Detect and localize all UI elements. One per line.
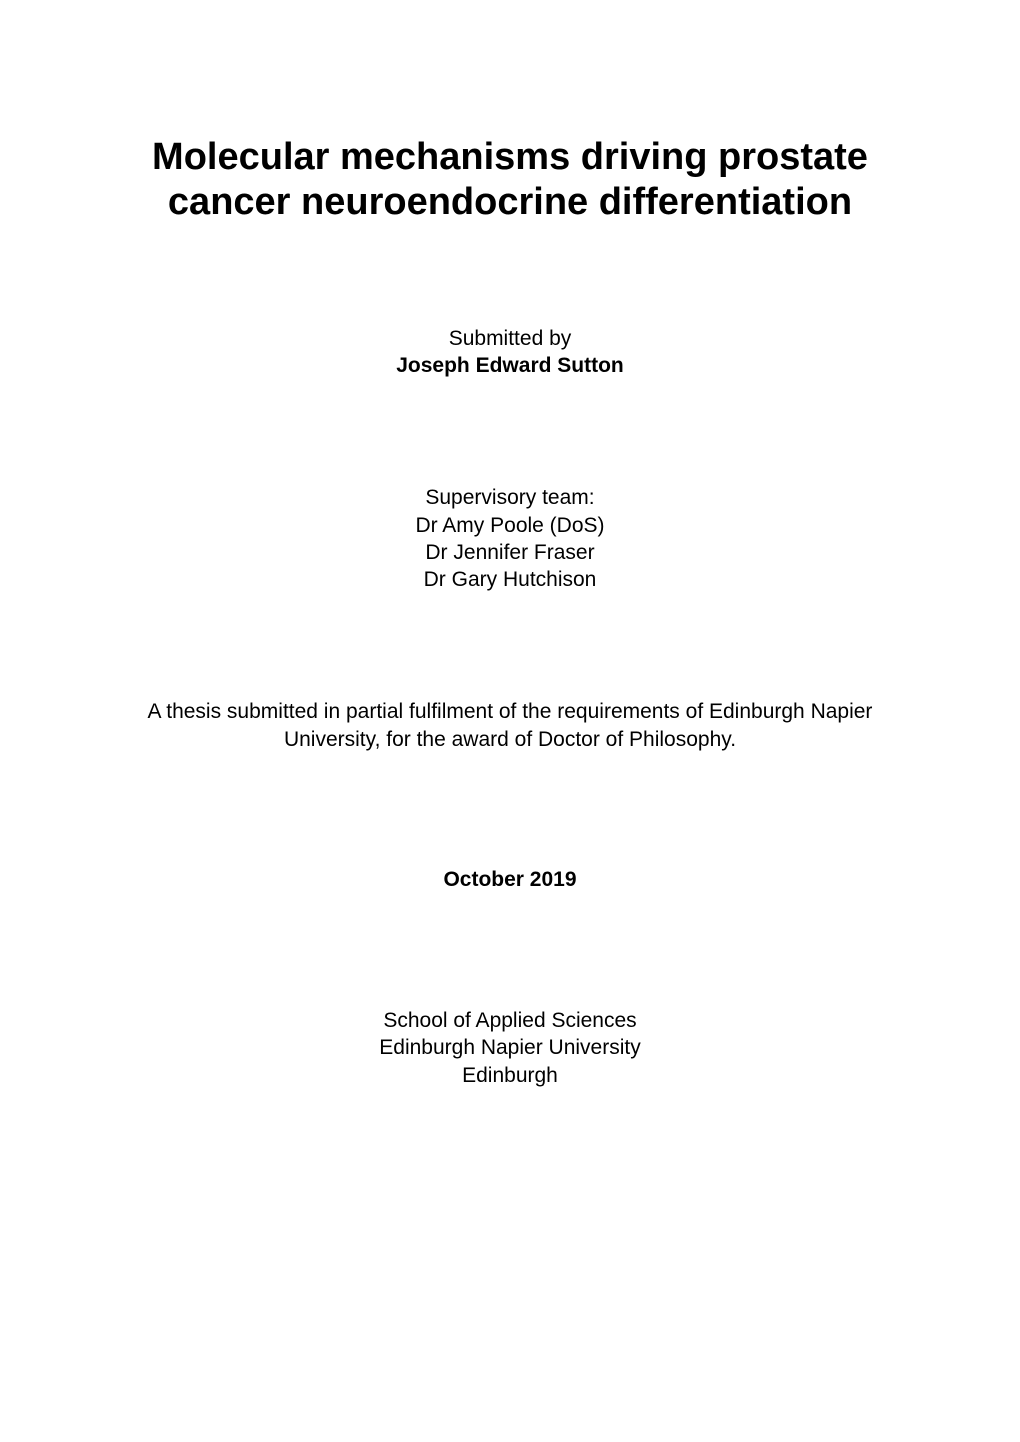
supervisory-block: Supervisory team: Dr Amy Poole (DoS) Dr …	[120, 484, 900, 593]
school-line: School of Applied Sciences	[120, 1007, 900, 1034]
school-line: Edinburgh Napier University	[120, 1034, 900, 1061]
submitted-by-label: Submitted by	[120, 325, 900, 352]
thesis-title-page: Molecular mechanisms driving prostate ca…	[0, 0, 1020, 1442]
school-block: School of Applied Sciences Edinburgh Nap…	[120, 1007, 900, 1089]
supervisor-member: Dr Gary Hutchison	[120, 566, 900, 593]
author-name: Joseph Edward Sutton	[120, 352, 900, 379]
supervisory-label: Supervisory team:	[120, 484, 900, 511]
thesis-title: Molecular mechanisms driving prostate ca…	[120, 135, 900, 225]
school-line: Edinburgh	[120, 1062, 900, 1089]
supervisor-member: Dr Jennifer Fraser	[120, 539, 900, 566]
thesis-statement: A thesis submitted in partial fulfilment…	[120, 698, 900, 753]
supervisor-member: Dr Amy Poole (DoS)	[120, 512, 900, 539]
submission-date: October 2019	[120, 868, 900, 892]
submitted-by-block: Submitted by Joseph Edward Sutton	[120, 325, 900, 380]
